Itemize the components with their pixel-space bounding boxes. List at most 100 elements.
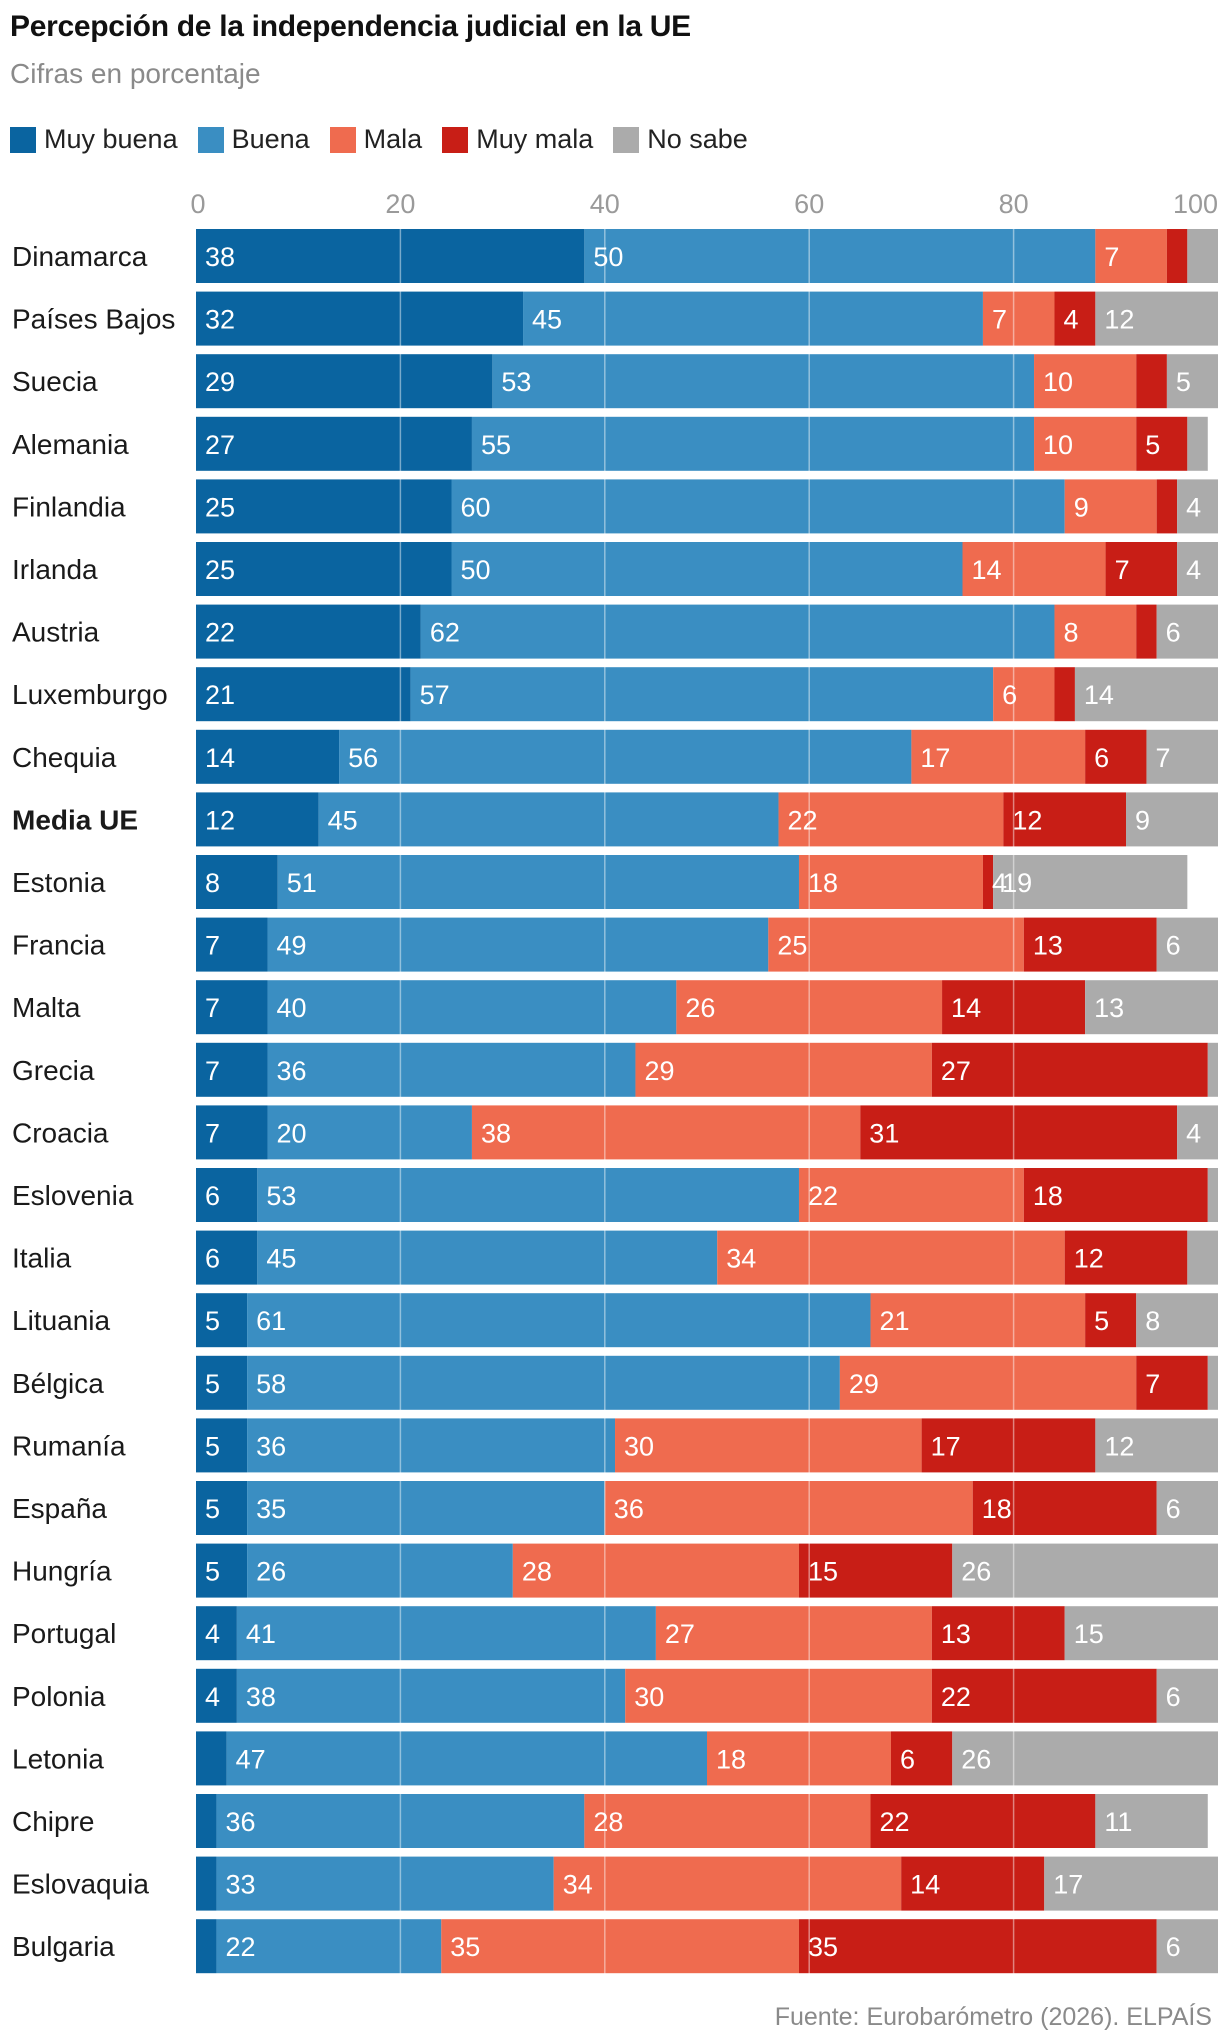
bar-segment-muy-buena — [196, 980, 268, 1035]
bar-segment-muy-buena — [196, 1293, 248, 1348]
bar-segment-muy-buena — [196, 1418, 248, 1473]
bar-segment-mala — [553, 1856, 902, 1911]
data-label: 13 — [941, 1619, 971, 1649]
bar-segment-mala — [717, 1230, 1065, 1285]
data-label: 27 — [665, 1619, 695, 1649]
data-label: 15 — [1074, 1619, 1104, 1649]
bar-segment-mala — [798, 855, 983, 909]
category-label-espana: España — [12, 1493, 107, 1524]
data-label: 7 — [1115, 555, 1130, 585]
category-label-irlanda: Irlanda — [12, 554, 98, 585]
data-label: 57 — [420, 680, 450, 710]
data-label: 34 — [726, 1244, 756, 1274]
data-label: 10 — [1043, 367, 1073, 397]
data-label: 8 — [205, 868, 220, 898]
data-label: 12 — [1104, 305, 1134, 335]
legend-label-muy-buena: Muy buena — [44, 124, 178, 154]
bar-segment-muy-mala — [901, 1856, 1045, 1911]
bar-segment-mala — [798, 1168, 1024, 1222]
bar-segment-muy-buena — [196, 917, 268, 972]
data-label: 9 — [1135, 805, 1150, 835]
bar-segment-muy-buena — [196, 1668, 237, 1723]
legend-item-buena: Buena — [197, 124, 310, 155]
x-tick-label: 0 — [190, 189, 205, 219]
data-label: 6 — [1166, 931, 1181, 961]
bar-segment-no-sabe — [1074, 667, 1218, 722]
data-label: 62 — [430, 618, 460, 648]
bar-segment-muy-mala — [1023, 917, 1157, 972]
bar-segment-muy-buena — [196, 855, 278, 909]
bar-segment-muy-mala — [931, 1668, 1157, 1723]
data-label: 58 — [256, 1369, 286, 1399]
bar-segment-mala — [584, 1794, 871, 1848]
bar-segment-no-sabe — [1177, 1105, 1218, 1160]
bar-segment-no-sabe — [1156, 917, 1218, 972]
bar-segment-mala — [707, 1731, 891, 1786]
bar-segment-muy-buena — [196, 667, 411, 722]
data-label: 5 — [205, 1557, 220, 1587]
bar-segment-muy-buena — [196, 1794, 217, 1848]
category-label-belgica: Bélgica — [12, 1368, 104, 1399]
bar-segment-muy-mala — [982, 855, 994, 909]
x-tick-label: 60 — [794, 189, 824, 219]
data-label: 14 — [951, 993, 981, 1023]
legend-swatch-buena — [197, 126, 224, 153]
category-label-hungria: Hungría — [12, 1556, 112, 1587]
data-label: 45 — [532, 305, 562, 335]
data-label: 10 — [1043, 430, 1073, 460]
bar-segment-muy-mala — [798, 1543, 953, 1598]
bar-segment-muy-buena — [196, 1355, 248, 1410]
data-label: 14 — [1084, 680, 1114, 710]
bar-segment-muy-mala — [931, 1042, 1208, 1097]
data-label: 18 — [982, 1494, 1012, 1524]
category-label-alemania: Alemania — [12, 429, 129, 460]
bar-segment-muy-buena — [196, 1856, 217, 1911]
bar-segment-no-sabe — [1156, 1919, 1218, 1974]
data-label: 4 — [205, 1682, 220, 1712]
bar-segment-buena — [216, 1856, 554, 1911]
bar-segment-no-sabe — [1207, 1042, 1218, 1097]
data-label: 32 — [205, 305, 235, 335]
category-label-eslovenia: Eslovenia — [12, 1180, 134, 1211]
bar-segment-no-sabe — [1136, 1293, 1218, 1348]
category-label-luxemburgo: Luxemburgo — [12, 679, 168, 710]
data-label: 28 — [522, 1557, 552, 1587]
data-label: 13 — [1094, 993, 1124, 1023]
bar-segment-muy-mala — [1064, 1230, 1188, 1285]
data-label: 36 — [614, 1494, 644, 1524]
bar-segment-buena — [236, 1606, 656, 1661]
bar-segment-buena — [216, 1919, 442, 1974]
data-label: 22 — [808, 1181, 838, 1211]
data-label: 56 — [348, 743, 378, 773]
category-label-austria: Austria — [12, 617, 100, 648]
bar-segment-muy-mala — [972, 1481, 1157, 1535]
legend-swatch-no-sabe — [613, 126, 640, 153]
bar-segment-mala — [471, 1105, 861, 1160]
data-label: 29 — [205, 367, 235, 397]
bar-segment-no-sabe — [1177, 542, 1218, 596]
bar-segment-muy-buena — [196, 354, 493, 409]
bar-segment-mala — [1054, 604, 1137, 659]
data-label: 18 — [808, 868, 838, 898]
data-label: 18 — [716, 1744, 746, 1774]
bar-segment-mala — [1034, 354, 1137, 409]
data-label: 26 — [961, 1744, 991, 1774]
data-label: 4 — [1186, 492, 1201, 522]
data-label: 22 — [225, 1932, 255, 1962]
legend-swatch-muy-buena — [10, 126, 36, 153]
bar-segment-mala — [615, 1418, 922, 1473]
bar-segment-muy-mala — [1054, 291, 1096, 346]
bar-segment-no-sabe — [1207, 1168, 1218, 1222]
category-label-lituania: Lituania — [12, 1305, 111, 1336]
bar-segment-buena — [267, 1105, 472, 1160]
bar-segment-buena — [247, 1481, 605, 1535]
bar-segment-no-sabe — [1156, 604, 1218, 659]
x-tick-label: 20 — [385, 189, 415, 219]
data-label: 18 — [1033, 1181, 1063, 1211]
bar-segment-no-sabe — [1085, 980, 1218, 1035]
bar-segment-no-sabe — [1044, 1856, 1218, 1911]
data-label: 34 — [563, 1870, 593, 1900]
bar-segment-mala — [1064, 479, 1157, 534]
legend-label-muy-mala: Muy mala — [476, 124, 594, 154]
bar-segment-muy-mala — [1136, 1355, 1208, 1410]
